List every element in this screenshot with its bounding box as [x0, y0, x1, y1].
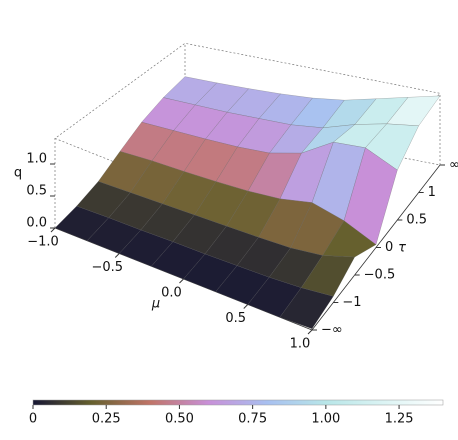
surface-patch: [300, 255, 356, 297]
surface-patch: [205, 111, 260, 148]
surface-patch: [173, 104, 228, 140]
y-tick-label: −0.5: [364, 268, 396, 283]
colorbar-tick-label: 0: [29, 412, 37, 427]
x-tick-label: −1.0: [27, 235, 59, 250]
x-tick-label: −0.5: [91, 260, 123, 275]
colorbar-tick-label: 0.50: [165, 412, 194, 427]
y-tick-label: −∞: [321, 323, 343, 338]
surface-patch: [151, 130, 206, 172]
colorbar-tick-label: 1.00: [311, 412, 340, 427]
surface-patch: [86, 217, 142, 254]
surface: [54, 76, 441, 330]
x-tick: [50, 227, 56, 233]
x-axis-label: μ: [151, 297, 160, 312]
z-tick-label: 1.0: [26, 152, 47, 167]
surface-patch: [300, 124, 356, 154]
surface-patch: [150, 241, 206, 280]
y-tick-label: 0: [385, 240, 393, 255]
x-tick: [243, 304, 249, 309]
x-tick: [114, 253, 120, 258]
surface-patch: [279, 287, 334, 330]
colorbar-tick-label: 0.25: [92, 412, 121, 427]
y-tick-label: ∞: [449, 158, 458, 173]
surface-patch: [343, 147, 398, 246]
y-tick-label: 1: [428, 185, 436, 200]
z-tick-label: 0.5: [26, 184, 47, 199]
colorbar: [32, 399, 444, 406]
surface-patch: [140, 203, 195, 242]
y-tick-label: −1: [342, 295, 361, 310]
x-tick-label: 0.5: [225, 311, 246, 326]
colorbar-tick-label: 1.25: [385, 412, 414, 427]
z-axis-label: q: [14, 166, 22, 181]
y-tick-label: 0.5: [406, 213, 427, 228]
colorbar-tick-label: 0.75: [238, 412, 267, 427]
z-tick-label: 0.0: [26, 216, 47, 231]
x-tick-label: 1.0: [290, 337, 311, 352]
surface-patch: [268, 124, 324, 154]
x-tick: [179, 278, 184, 284]
x-tick-label: 0.0: [161, 286, 182, 301]
surface-patch: [386, 95, 441, 127]
surface-patch: [183, 253, 238, 293]
x-tick: [307, 329, 313, 335]
surface-patch: [279, 141, 334, 203]
surface-patch: [247, 152, 302, 200]
surface-patch: [118, 229, 174, 267]
y-axis-label: τ: [398, 241, 406, 256]
axis-labels: q μ τ: [14, 166, 406, 312]
